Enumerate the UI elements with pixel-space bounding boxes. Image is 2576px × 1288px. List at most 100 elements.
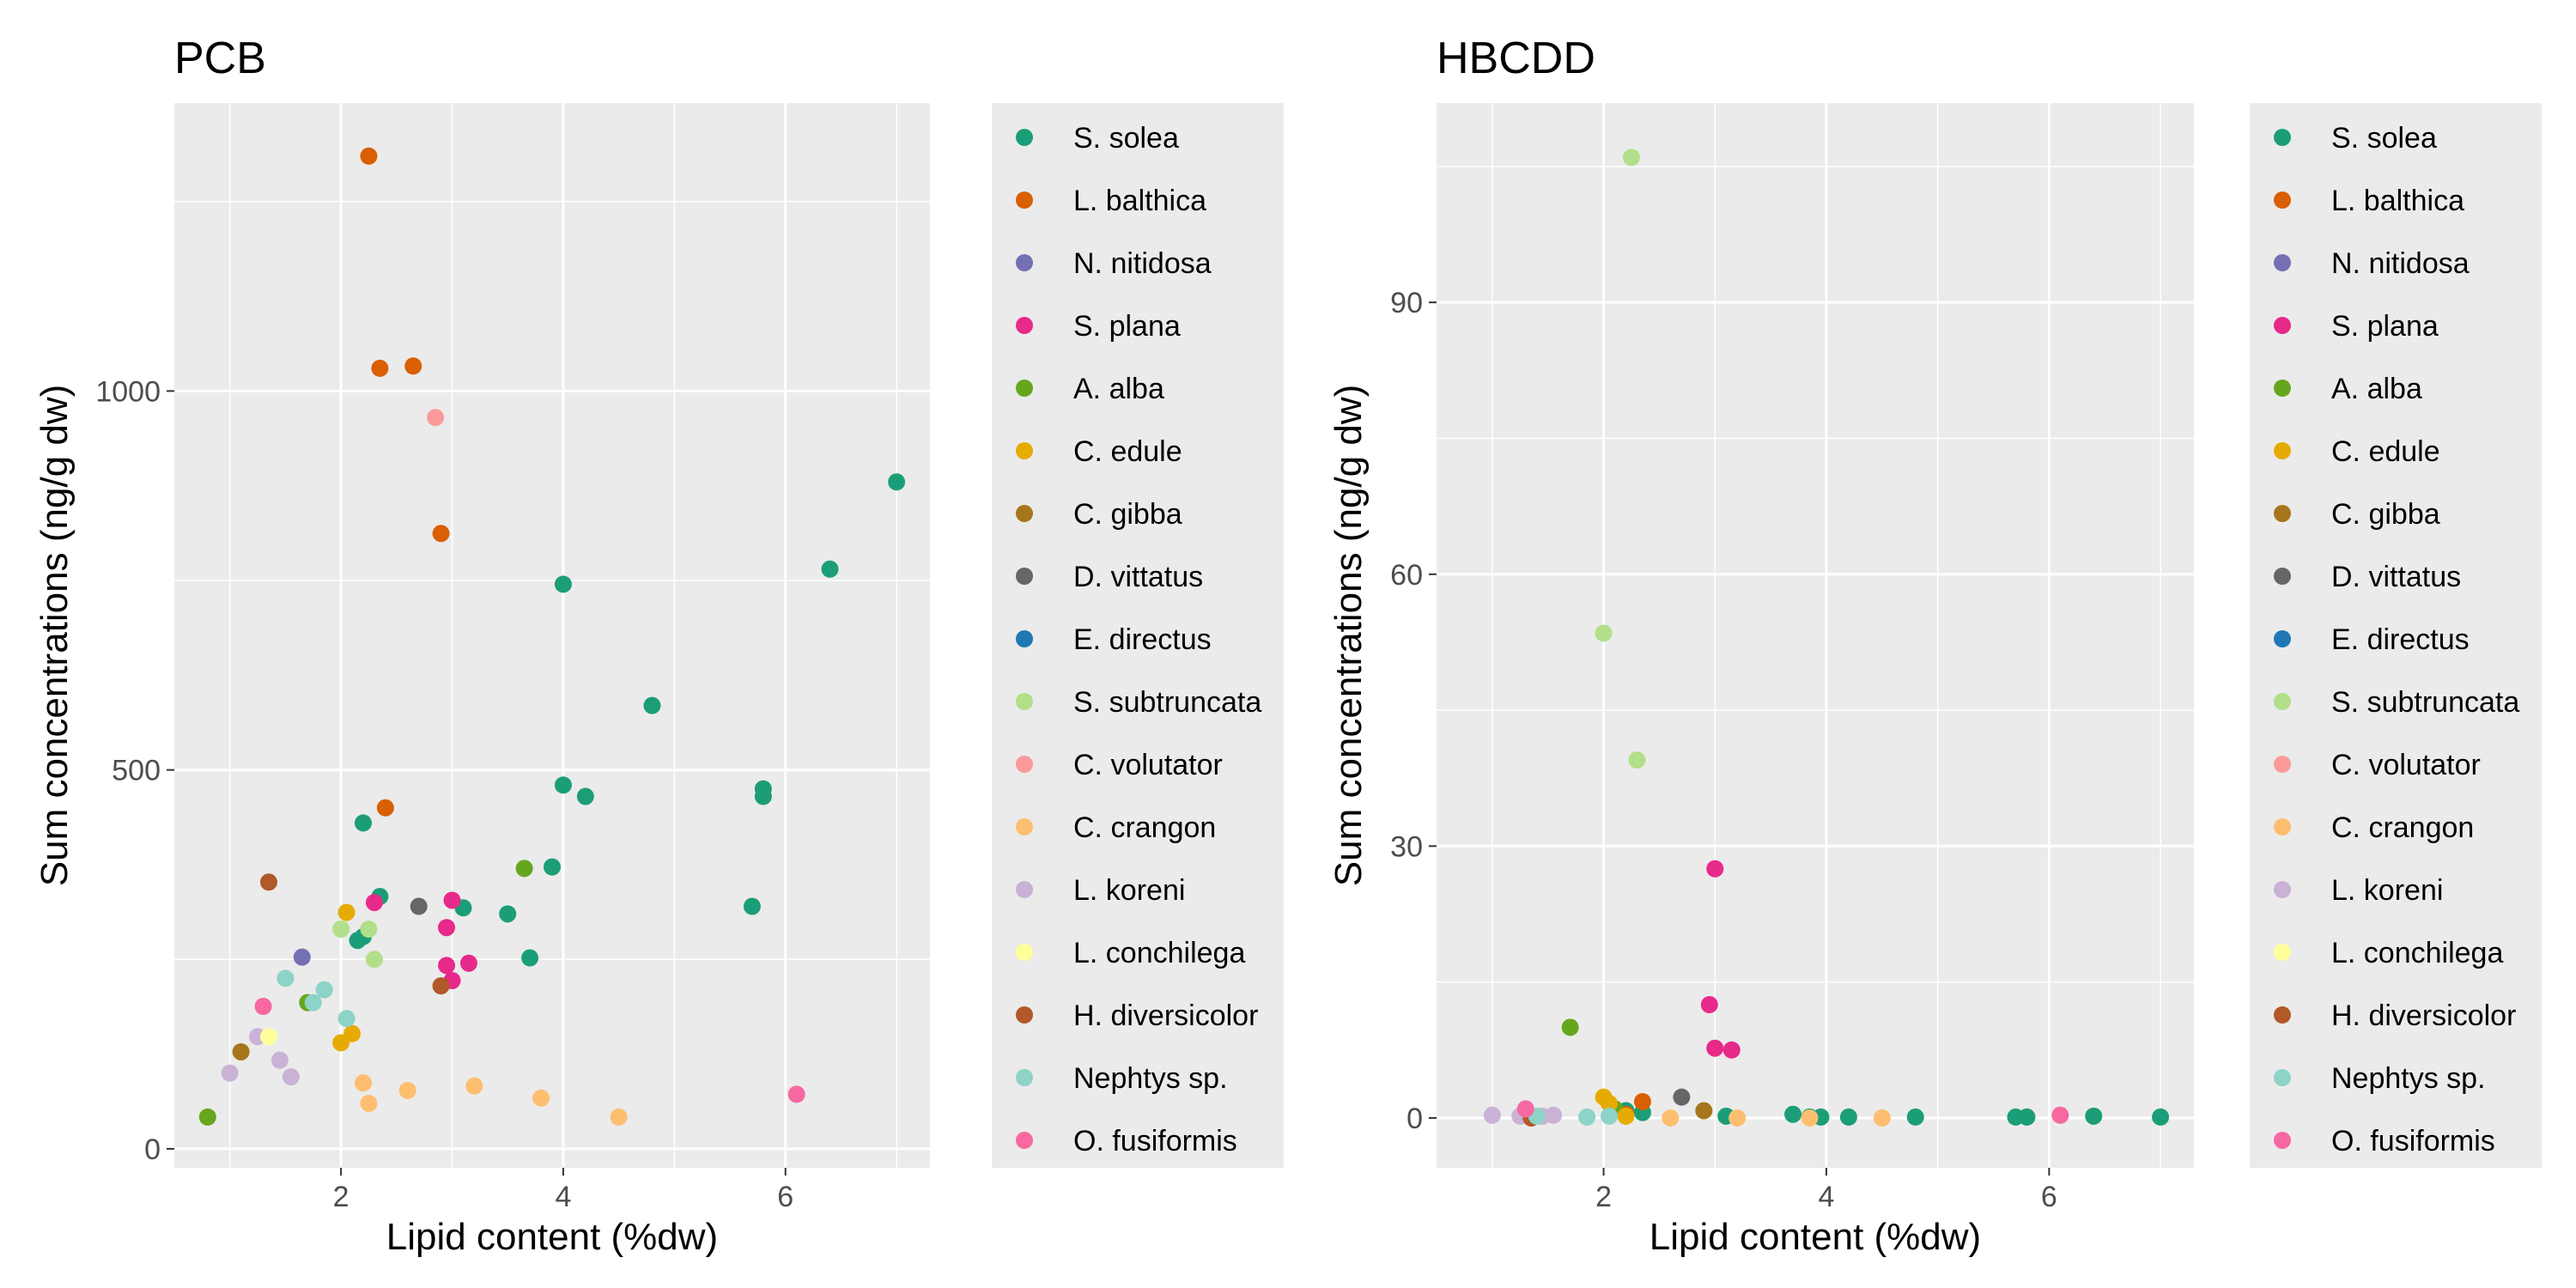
- hbcdd-point-l-balthica: [1633, 1092, 1651, 1110]
- pcb-point-a-alba: [515, 860, 533, 878]
- hbcdd-point-s-plana: [1700, 996, 1718, 1014]
- pcb-point-c-gibba: [232, 1042, 250, 1060]
- pcb-point-h-diversicolor: [260, 873, 277, 891]
- pcb-legend-label-c-edule: C. edule: [1073, 435, 1182, 468]
- hbcdd-point-c-crangon: [1728, 1109, 1747, 1127]
- pcb-legend-label-e-directus: E. directus: [1073, 623, 1212, 656]
- pcb-point-s-plana: [365, 894, 383, 912]
- pcb-point-l-balthica: [404, 357, 422, 375]
- pcb-legend-key-n-nitidosa: [1016, 254, 1033, 271]
- hbcdd-legend-label-s-plana: S. plana: [2331, 310, 2439, 343]
- pcb-legend-key-d-vittatus: [1016, 568, 1033, 585]
- hbcdd-legend-label-n-nitidosa: N. nitidosa: [2331, 247, 2470, 280]
- hbcdd-legend-label-d-vittatus: D. vittatus: [2331, 561, 2461, 593]
- pcb-point-s-solea: [521, 949, 539, 967]
- pcb-legend-key-s-subtruncata: [1016, 693, 1033, 710]
- pcb-point-nephtys-sp: [337, 1010, 355, 1028]
- hbcdd-point-s-subtruncata: [1628, 751, 1646, 769]
- pcb-point-c-crangon: [610, 1108, 628, 1126]
- pcb-point-c-crangon: [532, 1089, 550, 1107]
- pcb-point-o-fusiformis: [787, 1085, 805, 1103]
- pcb-legend-key-s-solea: [1016, 129, 1033, 146]
- pcb-point-c-edule: [332, 1034, 350, 1052]
- pcb-legend-key-c-crangon: [1016, 818, 1033, 835]
- pcb-legend-label-s-solea: S. solea: [1073, 122, 1179, 155]
- pcb-y-tick-label: 0: [144, 1133, 161, 1166]
- hbcdd-y-tick-label: 90: [1390, 287, 1423, 319]
- pcb-legend-label-nephtys-sp: Nephtys sp.: [1073, 1062, 1228, 1095]
- hbcdd-legend-key-n-nitidosa: [2274, 254, 2291, 271]
- pcb-point-n-nitidosa: [293, 948, 311, 966]
- pcb-point-l-koreni: [270, 1051, 289, 1069]
- hbcdd-legend-label-l-conchilega: L. conchilega: [2331, 937, 2503, 969]
- pcb-point-s-plana: [443, 891, 461, 909]
- pcb-point-l-koreni: [282, 1068, 300, 1086]
- pcb-point-s-solea: [576, 787, 594, 805]
- pcb-x-tick-label: 6: [777, 1181, 793, 1213]
- hbcdd-y-tick-label: 60: [1390, 559, 1423, 592]
- hbcdd-point-s-solea: [1839, 1108, 1857, 1126]
- pcb-legend-key-l-koreni: [1016, 881, 1033, 898]
- hbcdd-legend-key-a-alba: [2274, 380, 2291, 397]
- pcb-point-s-subtruncata: [332, 920, 350, 938]
- hbcdd-legend-key-c-volutator: [2274, 756, 2291, 773]
- pcb-point-nephtys-sp: [276, 969, 295, 987]
- pcb-point-l-balthica: [371, 359, 389, 377]
- pcb-legend-key-c-volutator: [1016, 756, 1033, 773]
- hbcdd-legend-label-c-edule: C. edule: [2331, 435, 2440, 468]
- pcb-y-axis-title: Sum concentrations (ng/g dw): [33, 385, 76, 887]
- pcb-legend-label-c-crangon: C. crangon: [1073, 811, 1216, 844]
- hbcdd-legend-label-a-alba: A. alba: [2331, 373, 2422, 405]
- pcb-y-tick-label: 1000: [95, 375, 161, 408]
- hbcdd-point-s-solea: [1906, 1108, 1924, 1126]
- pcb-legend-label-n-nitidosa: N. nitidosa: [1073, 247, 1212, 280]
- hbcdd-plot-background: [1437, 103, 2194, 1168]
- hbcdd-x-tick-label: 6: [2041, 1181, 2057, 1213]
- pcb-legend-key-h-diversicolor: [1016, 1006, 1033, 1024]
- hbcdd-legend-label-c-volutator: C. volutator: [2331, 749, 2481, 781]
- pcb-point-l-conchilega: [260, 1028, 277, 1046]
- pcb-point-a-alba: [198, 1108, 216, 1126]
- hbcdd-chart-title: HBCDD: [1437, 33, 1595, 83]
- hbcdd-point-s-subtruncata: [1622, 149, 1640, 167]
- hbcdd-point-s-solea: [1784, 1105, 1802, 1123]
- hbcdd-legend-key-s-solea: [2274, 129, 2291, 146]
- hbcdd-legend-key-l-conchilega: [2274, 944, 2291, 961]
- pcb-chart-title: PCB: [174, 33, 266, 83]
- hbcdd-point-l-koreni: [1483, 1106, 1501, 1124]
- hbcdd-point-s-solea: [2152, 1108, 2170, 1126]
- pcb-point-nephtys-sp: [304, 993, 322, 1012]
- hbcdd-legend-key-s-plana: [2274, 317, 2291, 334]
- pcb-point-s-plana: [438, 957, 456, 975]
- pcb-legend-label-o-fusiformis: O. fusiformis: [1073, 1125, 1237, 1157]
- hbcdd-legend-label-e-directus: E. directus: [2331, 623, 2470, 656]
- pcb-point-s-solea: [743, 897, 761, 915]
- pcb-point-l-balthica: [432, 525, 450, 543]
- hbcdd-point-nephtys-sp: [1601, 1107, 1619, 1125]
- pcb-legend-background: [992, 103, 1284, 1168]
- pcb-point-l-koreni: [221, 1064, 239, 1082]
- hbcdd-legend-key-s-subtruncata: [2274, 693, 2291, 710]
- pcb-point-l-balthica: [360, 147, 378, 165]
- pcb-point-s-plana: [438, 919, 456, 937]
- pcb-legend-label-c-volutator: C. volutator: [1073, 749, 1223, 781]
- pcb-legend-key-c-gibba: [1016, 505, 1033, 522]
- hbcdd-point-c-crangon: [1873, 1109, 1891, 1127]
- hbcdd-legend-key-d-vittatus: [2274, 568, 2291, 585]
- pcb-point-c-crangon: [398, 1081, 416, 1099]
- pcb-x-tick-label: 4: [555, 1181, 571, 1213]
- hbcdd-legend-key-c-edule: [2274, 442, 2291, 459]
- pcb-legend-label-s-subtruncata: S. subtruncata: [1073, 686, 1261, 719]
- hbcdd-point-s-plana: [1706, 860, 1724, 878]
- hbcdd-legend-label-s-subtruncata: S. subtruncata: [2331, 686, 2519, 719]
- pcb-legend-key-a-alba: [1016, 380, 1033, 397]
- hbcdd-legend-label-nephtys-sp: Nephtys sp.: [2331, 1062, 2486, 1095]
- pcb-legend-label-d-vittatus: D. vittatus: [1073, 561, 1203, 593]
- pcb-legend-label-a-alba: A. alba: [1073, 373, 1164, 405]
- hbcdd-point-s-plana: [1706, 1039, 1724, 1057]
- pcb-legend-label-h-diversicolor: H. diversicolor: [1073, 999, 1258, 1032]
- hbcdd-legend: S. solea L. balthica N. nitidosa S. plana A.…: [2274, 122, 2519, 1157]
- hbcdd-legend-key-c-crangon: [2274, 818, 2291, 835]
